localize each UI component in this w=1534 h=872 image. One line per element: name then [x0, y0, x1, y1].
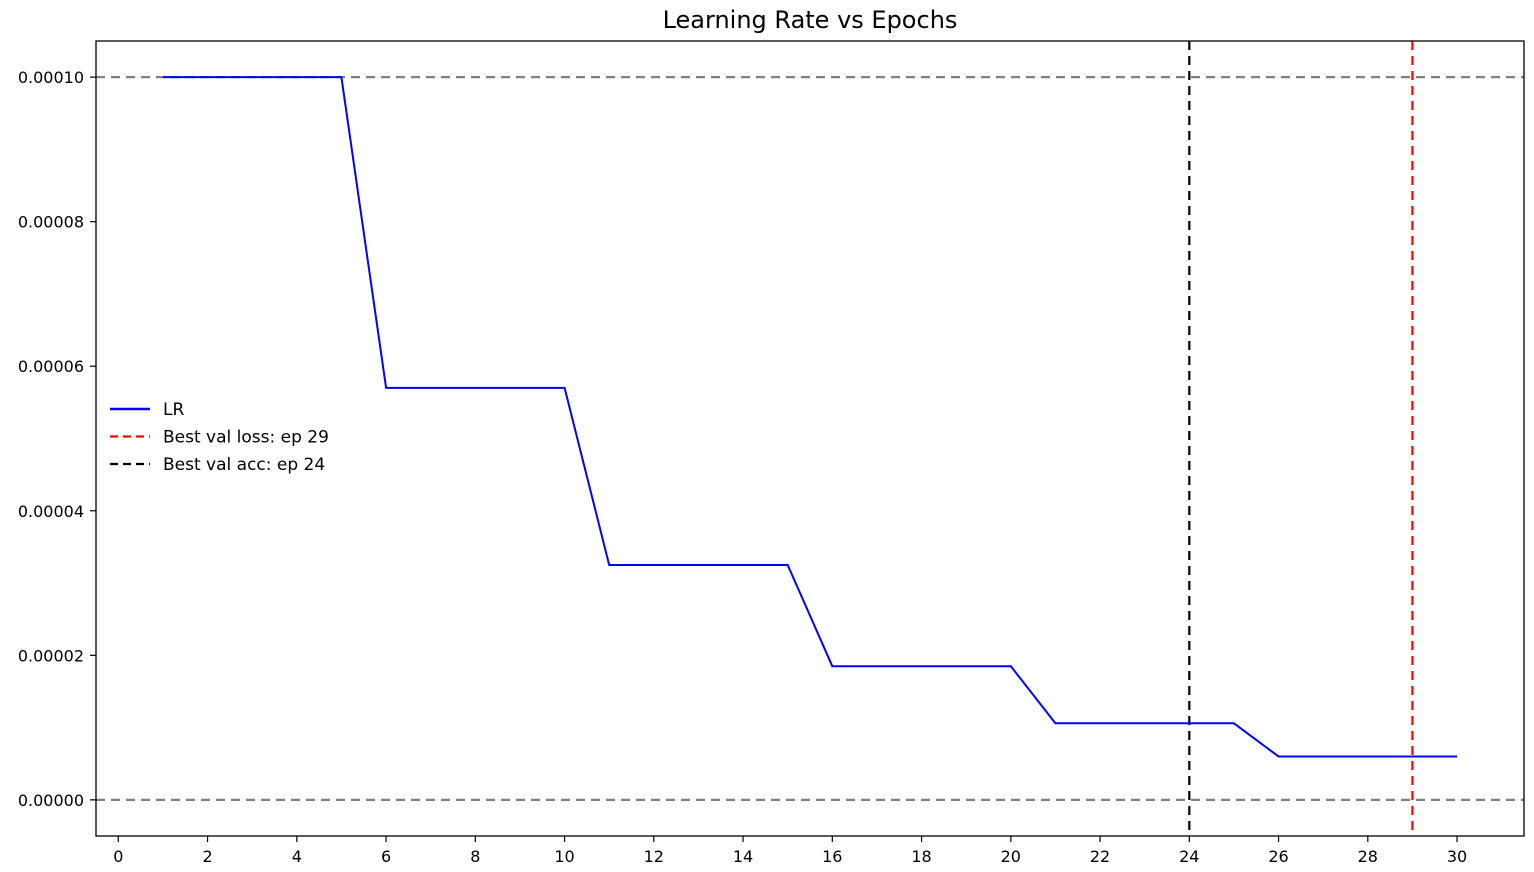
x-tick-label: 24: [1179, 847, 1199, 866]
x-tick-label: 6: [381, 847, 391, 866]
x-tick-label: 22: [1090, 847, 1110, 866]
y-tick-label: 0.00000: [18, 791, 84, 810]
x-tick-label: 16: [822, 847, 842, 866]
x-tick-label: 8: [470, 847, 480, 866]
y-tick-label: 0.00006: [18, 357, 84, 376]
x-tick-label: 20: [1001, 847, 1021, 866]
x-tick-label: 0: [113, 847, 123, 866]
x-tick-label: 26: [1268, 847, 1288, 866]
x-tick-label: 30: [1447, 847, 1467, 866]
x-tick-label: 2: [202, 847, 212, 866]
y-tick-label: 0.00010: [18, 68, 84, 87]
y-tick-label: 0.00008: [18, 213, 84, 232]
x-tick-label: 12: [644, 847, 664, 866]
legend-label: Best val acc: ep 24: [163, 455, 325, 475]
x-tick-label: 28: [1358, 847, 1378, 866]
axis-ticks: 0 2 4 6 8 10 12 14 16 18 20 22 24 26 28 300.000000.0000…: [18, 68, 1467, 866]
x-tick-label: 18: [911, 847, 931, 866]
legend-label: Best val loss: ep 29: [163, 428, 329, 448]
y-tick-label: 0.00002: [18, 646, 84, 665]
x-tick-label: 4: [292, 847, 302, 866]
series-line-lr: [162, 76, 1458, 758]
chart-title: Learning Rate vs Epochs: [663, 6, 958, 34]
x-tick-label: 14: [733, 847, 753, 866]
y-tick-label: 0.00004: [18, 502, 84, 521]
plot-area: [96, 41, 1524, 836]
legend-label: LR: [163, 400, 184, 420]
x-tick-label: 10: [554, 847, 574, 866]
legend: LR Best val loss: ep 29 Best val acc: ep 2…: [110, 400, 329, 475]
plot-frame: [95, 40, 1525, 837]
